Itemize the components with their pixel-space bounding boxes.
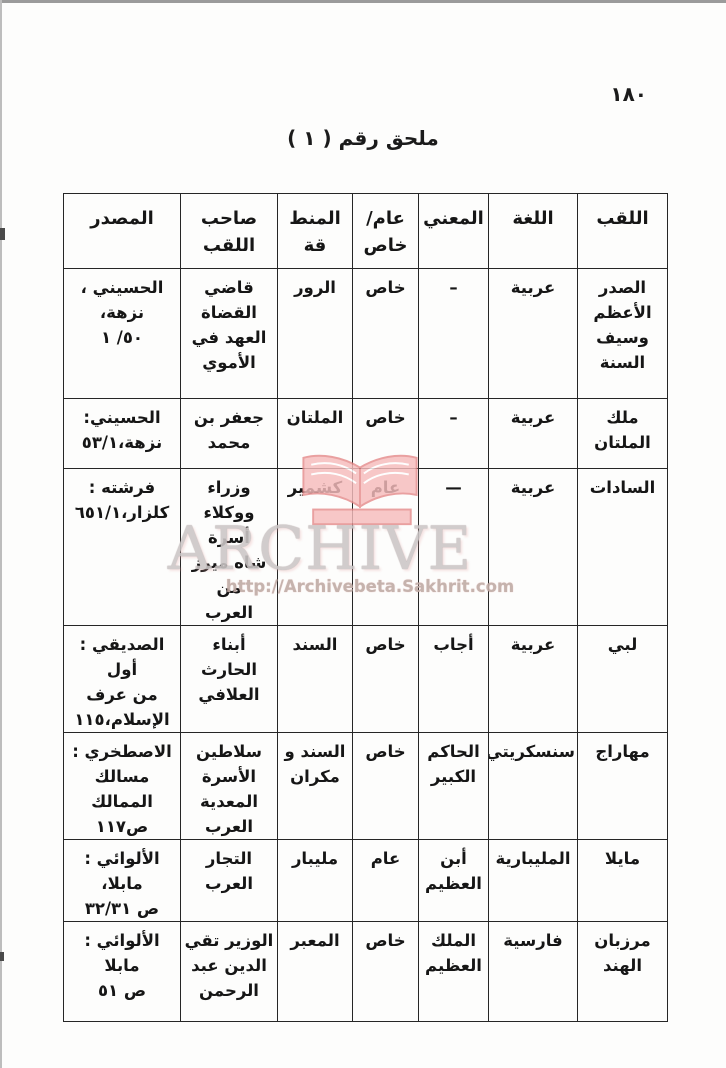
table-cell: الحاكم الكبير: [418, 732, 489, 840]
scan-speck: [0, 228, 5, 240]
table-header-cell: صاحب اللقب: [180, 193, 278, 269]
table-row: مايلا المليبارية أبن العظيم عام مليبار التجار …: [63, 839, 668, 922]
table-cell: –: [418, 268, 489, 399]
table-row: مرزبان الهند فارسية الملك العظيم خاص المعبر الو…: [63, 921, 668, 1022]
table-cell: الحسيني: نزهة،⁦٥٣/١⁩: [63, 398, 181, 469]
table-cell: أجاب: [418, 625, 489, 733]
table-cell: الصدر الأعظم وسيف السنة: [577, 268, 668, 399]
table-cell: أبناء الحارث العلافي: [180, 625, 278, 733]
page-number: ١٨٠: [610, 82, 647, 106]
table-cell: الحسيني ، نزهة، ⁦٥٠/ ١⁩: [63, 268, 181, 399]
table-cell: عربية: [488, 268, 578, 399]
table-cell: خاص: [352, 732, 419, 840]
table-cell: التجار العرب: [180, 839, 278, 922]
table-cell: فرشته : كلزار،⁦٦٥١/١⁩: [63, 468, 181, 626]
table-header-cell: عام/خاص: [352, 193, 419, 269]
table-header-cell: المنط قة: [277, 193, 353, 269]
table-header-cell: المصدر: [63, 193, 181, 269]
table-cell: المعبر: [277, 921, 353, 1022]
table-row: مهاراج سنسكريتي الحاكم الكبير خاص السند و مكرا…: [63, 732, 668, 840]
scan-edge-left: [0, 0, 2, 1068]
table-header-cell: اللقب: [577, 193, 668, 269]
table-header-cell: اللغة: [488, 193, 578, 269]
table-cell: خاص: [352, 625, 419, 733]
table-cell: الوزير تقي الدين عبد الرحمن: [180, 921, 278, 1022]
scan-speck: [0, 952, 4, 961]
table-cell: قاضي القضاة العهد في الأموي: [180, 268, 278, 399]
table-cell: كشمير: [277, 468, 353, 626]
table-cell: لبي: [577, 625, 668, 733]
table-cell: —: [418, 468, 489, 626]
table-cell: عربية: [488, 398, 578, 469]
table-cell: خاص: [352, 921, 419, 1022]
table-row: السادات عربية — عام كشمير وزراء ووكلاء أسرة شاه…: [63, 468, 668, 626]
table-cell: الصديقي : أول من عرف الإسلام،١١٥: [63, 625, 181, 733]
appendix-title: ملحق رقم ( ١ ): [287, 126, 439, 150]
table-row: ملك الملتان عربية – خاص الملتان جعفر بن محمد الح…: [63, 398, 668, 469]
table-header-row: اللقب اللغة المعني عام/خاص المنط قة صاحب اللقب ا…: [63, 193, 668, 269]
table-cell: السند و مكران: [277, 732, 353, 840]
table-cell: جعفر بن محمد: [180, 398, 278, 469]
table-cell: سنسكريتي: [488, 732, 578, 840]
table-cell: الملتان: [277, 398, 353, 469]
table-cell: خاص: [352, 268, 419, 399]
table-cell: عام: [352, 839, 419, 922]
table-cell: أبن العظيم: [418, 839, 489, 922]
table-cell: مليبار: [277, 839, 353, 922]
table-cell: خاص: [352, 398, 419, 469]
table-cell: وزراء ووكلاء أسرة شاه ميرز من العرب: [180, 468, 278, 626]
table-cell: الألوائي : مابلا، ص ⁦٣٢/٣١⁩: [63, 839, 181, 922]
table-header-cell: المعني: [418, 193, 489, 269]
table-cell: المليبارية: [488, 839, 578, 922]
table-cell: السادات: [577, 468, 668, 626]
table-row: لبي عربية أجاب خاص السند أبناء الحارث العلافي ا…: [63, 625, 668, 733]
table-cell: الملك العظيم: [418, 921, 489, 1022]
table-cell: –: [418, 398, 489, 469]
table-row: الصدر الأعظم وسيف السنة عربية – خاص الرور قاضي ا…: [63, 268, 668, 399]
table-cell: الرور: [277, 268, 353, 399]
table-cell: ملك الملتان: [577, 398, 668, 469]
table-cell: الألوائي : مابلا ص ٥١: [63, 921, 181, 1022]
table-cell: عربية: [488, 468, 578, 626]
table-cell: السند: [277, 625, 353, 733]
table-cell: عربية: [488, 625, 578, 733]
table-cell: عام: [352, 468, 419, 626]
table-cell: مهاراج: [577, 732, 668, 840]
table-cell: فارسية: [488, 921, 578, 1022]
table-cell: مايلا: [577, 839, 668, 922]
table-cell: الاصطخري : مسالك الممالك ص١١٧: [63, 732, 181, 840]
table-cell: سلاطين الأسرة المعدية العرب: [180, 732, 278, 840]
scan-edge-top: [0, 0, 726, 3]
titles-table: اللقب اللغة المعني عام/خاص المنط قة صاحب اللقب ا…: [63, 193, 668, 1022]
table-cell: مرزبان الهند: [577, 921, 668, 1022]
